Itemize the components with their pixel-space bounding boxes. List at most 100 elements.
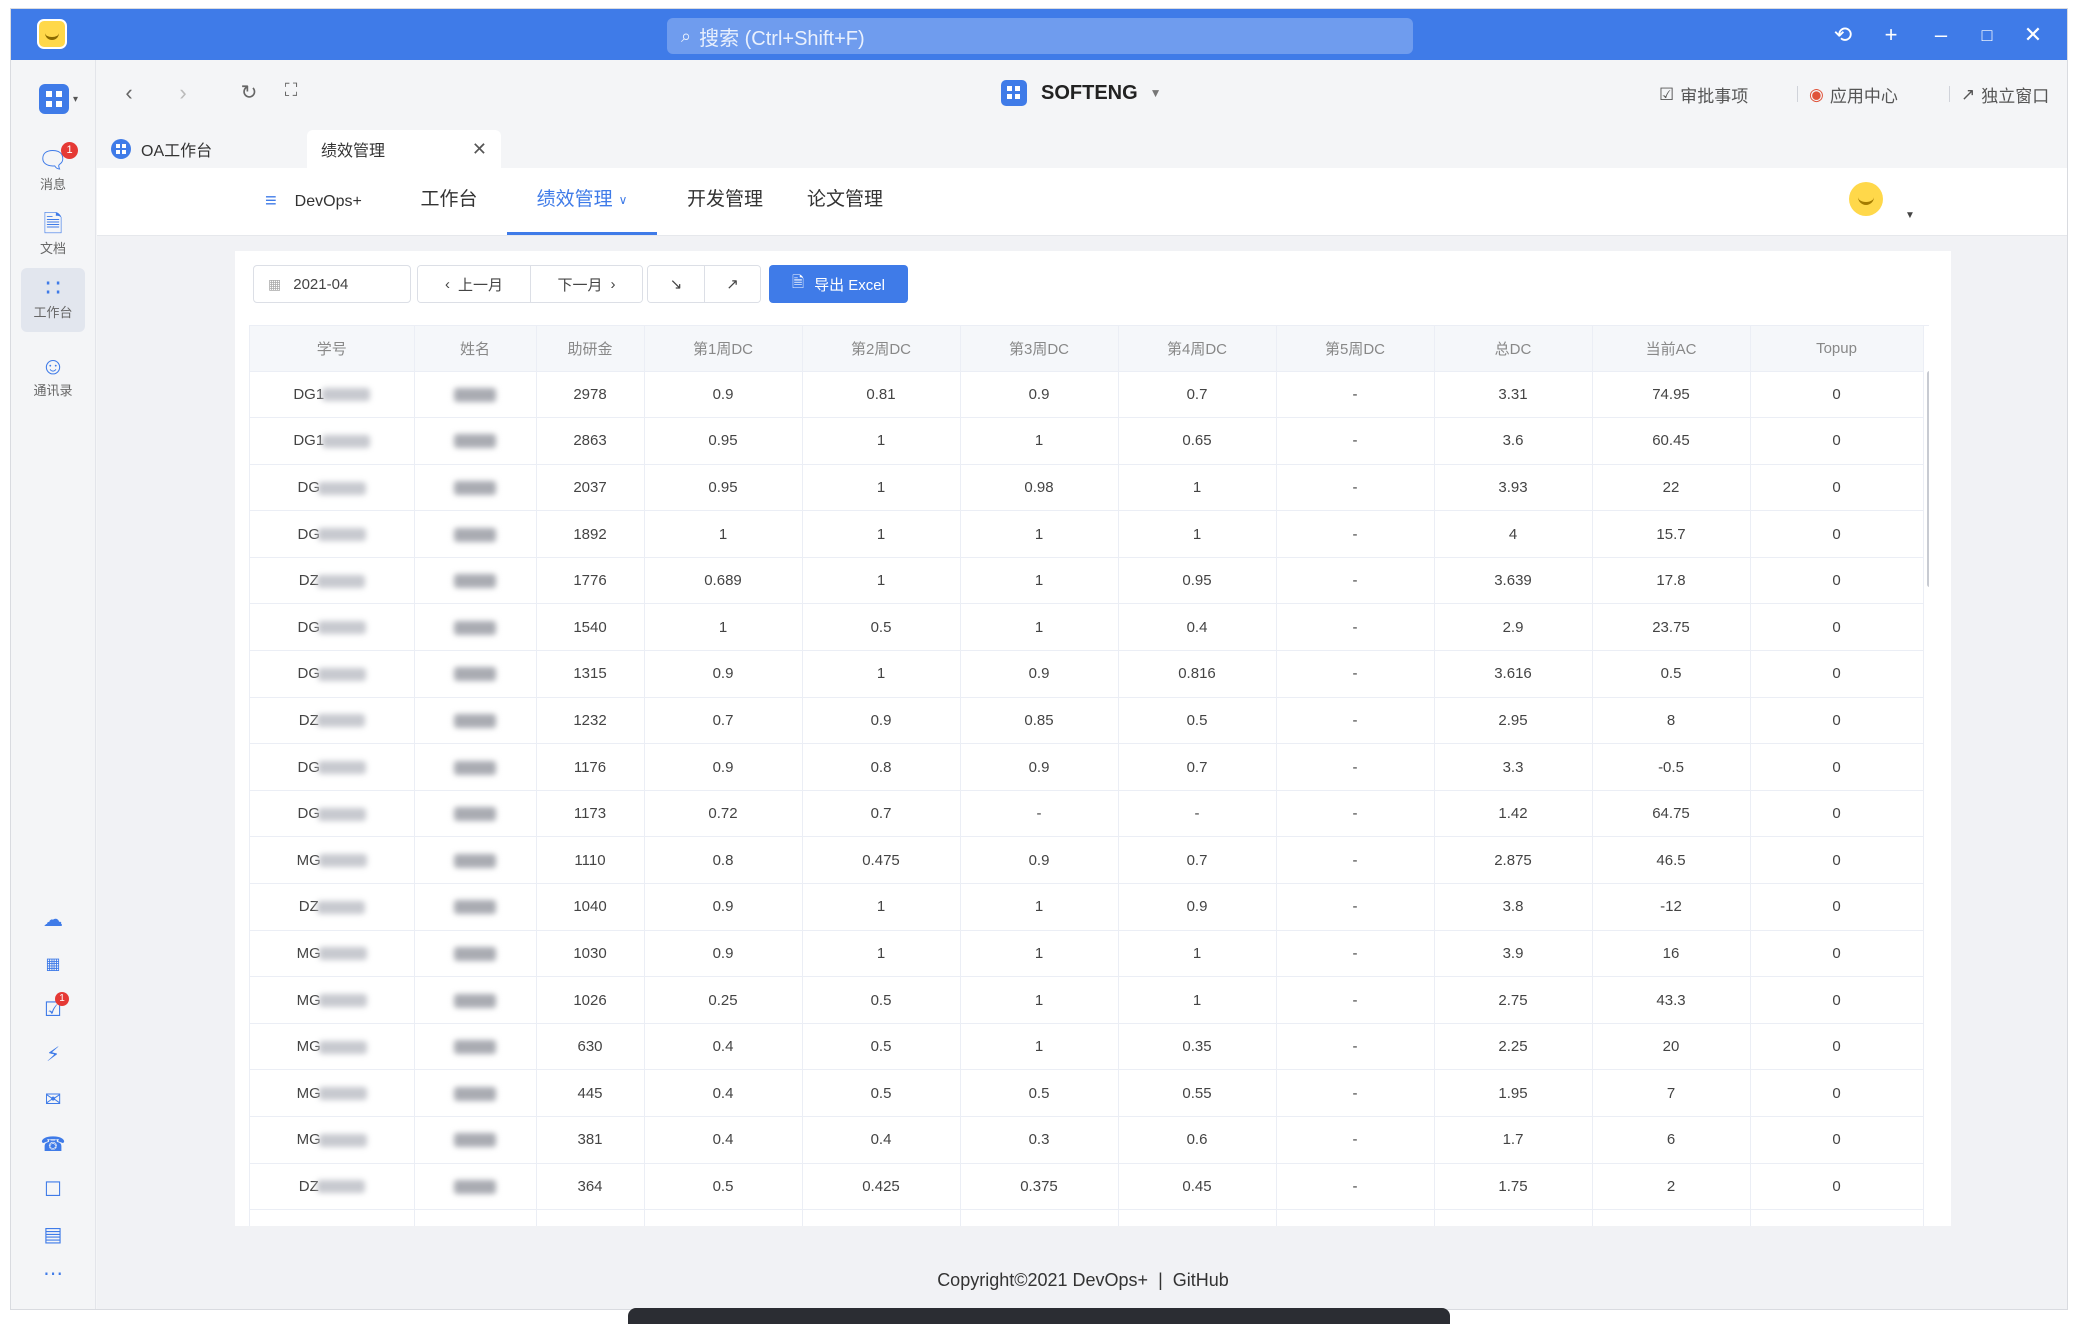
- table-row[interactable]: DG 1173 0.72 0.7- - -1.42 64.75 0: [250, 790, 1924, 838]
- back-icon[interactable]: ‹: [125, 80, 133, 105]
- cell-ac: 22: [1592, 464, 1751, 512]
- prev-month-button[interactable]: ‹ 上一月: [418, 266, 530, 302]
- column-header[interactable]: 第5周DC: [1276, 326, 1435, 372]
- column-header[interactable]: 第1周DC: [644, 326, 803, 372]
- cell-student-id: DZ: [250, 1163, 415, 1211]
- table-row[interactable]: DZ 364 0.5 0.425 0.375 0.45-1.75 2 0: [250, 1163, 1924, 1211]
- github-link[interactable]: GitHub: [1172, 1270, 1229, 1290]
- approval-link[interactable]: ☑ 审批事项: [1659, 82, 1748, 107]
- next-month-button[interactable]: 下一月 ›: [530, 266, 642, 302]
- divider: [1949, 86, 1950, 102]
- tab-oa-workbench[interactable]: OA工作台: [97, 130, 297, 168]
- calendar-icon[interactable]: ▦: [45, 956, 61, 973]
- column-header[interactable]: 当前AC: [1592, 326, 1751, 372]
- empty-cell: [536, 1209, 645, 1226]
- page-tabs: OA工作台 绩效管理 ✕: [97, 124, 2067, 168]
- sort-descending-button[interactable]: ↘: [648, 266, 704, 302]
- table-row[interactable]: [250, 1209, 1924, 1226]
- inbox-icon[interactable]: ☐: [44, 1179, 62, 1201]
- table-row[interactable]: MG 381 0.4 0.4 0.3 0.6-1.7 6 0: [250, 1116, 1924, 1164]
- task-icon[interactable]: ☑ 1: [39, 992, 69, 1024]
- close-tab-icon[interactable]: ✕: [471, 138, 487, 159]
- column-header[interactable]: 总DC: [1434, 326, 1593, 372]
- table-row[interactable]: DG 1540 1 0.5 1 0.4-2.9 23.75 0: [250, 603, 1924, 652]
- redacted-name: [454, 853, 496, 868]
- chevron-down-icon[interactable]: ▼: [1905, 210, 1915, 221]
- cell-w5: -: [1276, 603, 1435, 652]
- table-row[interactable]: DZ 1776 0.689 1 1 0.95-3.639 17.8 0: [250, 557, 1924, 605]
- column-header[interactable]: Topup: [1750, 326, 1924, 372]
- column-header[interactable]: 姓名: [414, 326, 537, 372]
- folder-icon[interactable]: ▤: [43, 1224, 63, 1246]
- app-grid-icon[interactable]: [39, 84, 69, 114]
- redacted-name: [454, 1133, 496, 1148]
- redacted-mark: [318, 621, 366, 635]
- sidebar-item-documents[interactable]: 🗎 文档: [21, 204, 85, 268]
- contacts-icon: ☺: [40, 353, 66, 380]
- cell-w4: 0.5: [1118, 697, 1277, 745]
- title-bar: ⌕ 搜索 (Ctrl+Shift+F) ⟲ + – □ ✕: [11, 9, 2067, 60]
- table-row[interactable]: DG 1892 1 1 1 1-4 15.7 0: [250, 510, 1924, 558]
- table-row[interactable]: MG 1026 0.25 0.5 1 1-2.75 43.3 0: [250, 976, 1924, 1024]
- minimize-icon[interactable]: –: [1934, 22, 1948, 47]
- month-picker[interactable]: ▦ 2021-04: [253, 265, 411, 303]
- table-row[interactable]: DG1 2978 0.9 0.81 0.9 0.7-3.31 74.95 0: [250, 371, 1924, 419]
- sidebar-item-contacts[interactable]: ☺ 通讯录: [21, 346, 85, 410]
- tab-performance[interactable]: 绩效管理 ✕: [307, 130, 501, 168]
- redacted-name: [454, 1086, 496, 1101]
- table-row[interactable]: MG 1030 0.9 1 1 1-3.9 16 0: [250, 930, 1924, 978]
- column-header[interactable]: 助研金: [536, 326, 645, 372]
- table-row[interactable]: DZ 1040 0.9 1 1 0.9-3.8 -12 0: [250, 883, 1924, 931]
- lightning-icon[interactable]: ⚡: [45, 1044, 61, 1066]
- table-row[interactable]: DG 1315 0.9 1 0.9 0.816-3.616 0.5 0: [250, 650, 1924, 698]
- refresh-icon[interactable]: ↻: [240, 82, 258, 104]
- fullscreen-icon[interactable]: ⛶: [284, 80, 298, 100]
- export-excel-button[interactable]: 🗎 导出 Excel: [769, 265, 908, 303]
- cell-w1: 0.9: [644, 371, 803, 419]
- table-row[interactable]: MG 445 0.4 0.5 0.5 0.55-1.95 7 0: [250, 1069, 1924, 1117]
- avatar[interactable]: [1849, 182, 1883, 216]
- redacted-name: [454, 434, 496, 449]
- mail-icon[interactable]: ✉: [44, 1089, 62, 1111]
- menu-workbench[interactable]: 工作台: [409, 168, 489, 235]
- empty-cell: [250, 1209, 415, 1226]
- export-label: 导出 Excel: [814, 276, 885, 294]
- column-header[interactable]: 第3周DC: [960, 326, 1119, 372]
- standalone-window-link[interactable]: ↗ 独立窗口: [1961, 82, 2049, 107]
- phone-icon[interactable]: ☎: [40, 1134, 66, 1156]
- menu-thesis[interactable]: 论文管理: [795, 168, 895, 235]
- cell-amount: 364: [536, 1163, 645, 1211]
- forward-icon[interactable]: ›: [179, 80, 187, 105]
- sidebar-item-workbench[interactable]: ∷ 工作台: [21, 268, 85, 332]
- sort-ascending-button[interactable]: ↗: [704, 266, 760, 302]
- plus-icon[interactable]: +: [1884, 22, 1898, 47]
- sidebar-item-messages[interactable]: 🗨 消息 1: [21, 140, 85, 204]
- table-row[interactable]: DZ 1232 0.7 0.9 0.85 0.5-2.95 8 0: [250, 697, 1924, 745]
- cloud-icon[interactable]: ☁: [43, 909, 63, 931]
- table-row[interactable]: DG1 2863 0.95 1 1 0.65-3.6 60.45 0: [250, 417, 1924, 465]
- cell-total: 3.616: [1434, 650, 1593, 698]
- table-row[interactable]: MG 1110 0.8 0.475 0.9 0.7-2.875 46.5 0: [250, 836, 1924, 885]
- table-row[interactable]: DG 2037 0.95 1 0.98 1-3.93 22 0: [250, 464, 1924, 512]
- menu-performance[interactable]: 绩效管理 ∨: [507, 168, 657, 235]
- history-icon[interactable]: ⟲: [1833, 22, 1853, 47]
- global-search-input[interactable]: ⌕ 搜索 (Ctrl+Shift+F): [667, 18, 1413, 54]
- menu-development[interactable]: 开发管理: [675, 168, 775, 235]
- column-header[interactable]: 第4周DC: [1118, 326, 1277, 372]
- more-icon[interactable]: ⋯: [43, 1263, 63, 1285]
- table-row[interactable]: MG 630 0.4 0.5 1 0.35-2.25 20 0: [250, 1023, 1924, 1071]
- chevron-down-icon[interactable]: ▾: [73, 94, 79, 105]
- column-header[interactable]: 第2周DC: [802, 326, 961, 372]
- close-window-icon[interactable]: ✕: [2023, 22, 2043, 47]
- maximize-icon[interactable]: □: [1981, 25, 1993, 45]
- cell-amount: 1173: [536, 790, 645, 838]
- table-scrollbar[interactable]: [1927, 371, 1929, 587]
- devops-brand[interactable]: ≡ DevOps+: [265, 190, 362, 213]
- workspace-switcher[interactable]: SOFTENG ▼: [1001, 80, 1162, 106]
- app-center-link[interactable]: ◉ 应用中心: [1809, 82, 1898, 107]
- cell-total: 3.31: [1434, 371, 1593, 419]
- redacted-mark: [318, 854, 367, 868]
- cell-amount: 1232: [536, 697, 645, 745]
- table-row[interactable]: DG 1176 0.9 0.8 0.9 0.7-3.3 -0.5 0: [250, 743, 1924, 791]
- column-header[interactable]: 学号: [250, 326, 415, 372]
